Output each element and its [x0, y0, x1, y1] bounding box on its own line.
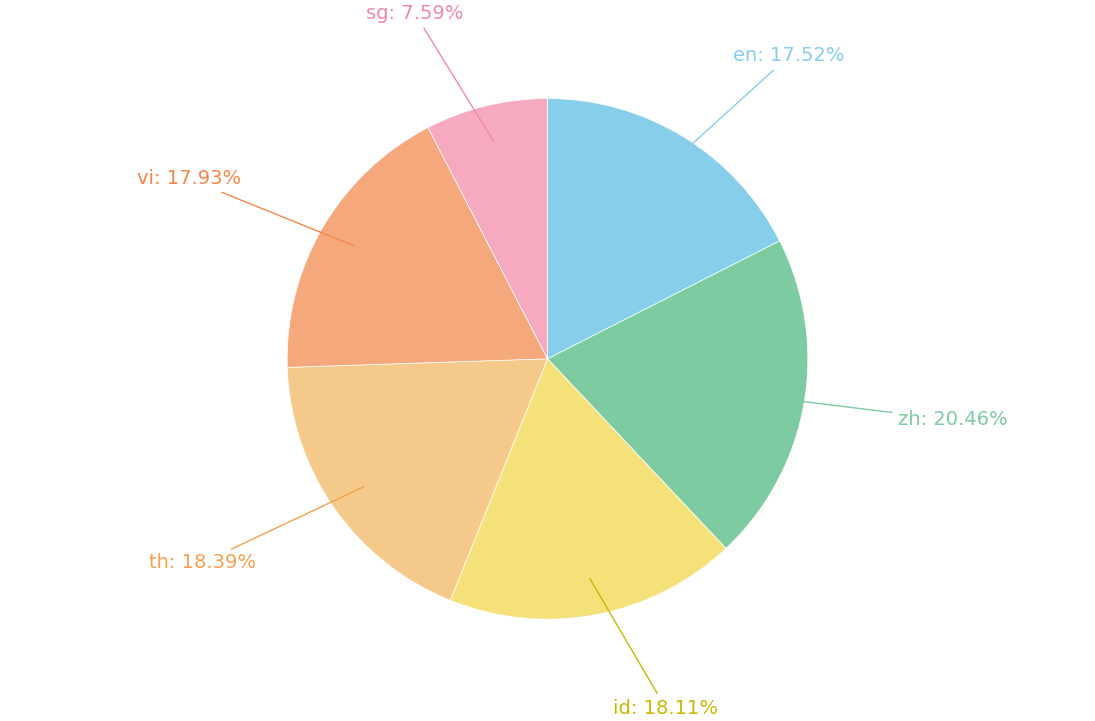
Text: zh: 20.46%: zh: 20.46%	[769, 397, 1007, 430]
Text: sg: 7.59%: sg: 7.59%	[366, 4, 494, 141]
Wedge shape	[548, 99, 780, 359]
Wedge shape	[287, 359, 548, 601]
Text: th: 18.39%: th: 18.39%	[149, 487, 364, 572]
Text: id: 18.11%: id: 18.11%	[590, 579, 718, 717]
Wedge shape	[428, 99, 548, 359]
Text: en: 17.52%: en: 17.52%	[666, 46, 845, 169]
Wedge shape	[450, 359, 726, 619]
Wedge shape	[548, 241, 808, 549]
Text: vi: 17.93%: vi: 17.93%	[137, 169, 354, 246]
Wedge shape	[287, 128, 548, 367]
